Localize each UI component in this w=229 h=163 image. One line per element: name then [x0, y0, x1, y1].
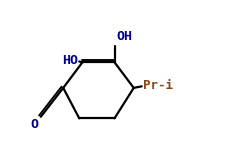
- Text: Pr-i: Pr-i: [143, 79, 173, 92]
- Text: HO: HO: [63, 54, 79, 67]
- Text: OH: OH: [116, 30, 132, 43]
- Text: O: O: [30, 118, 38, 131]
